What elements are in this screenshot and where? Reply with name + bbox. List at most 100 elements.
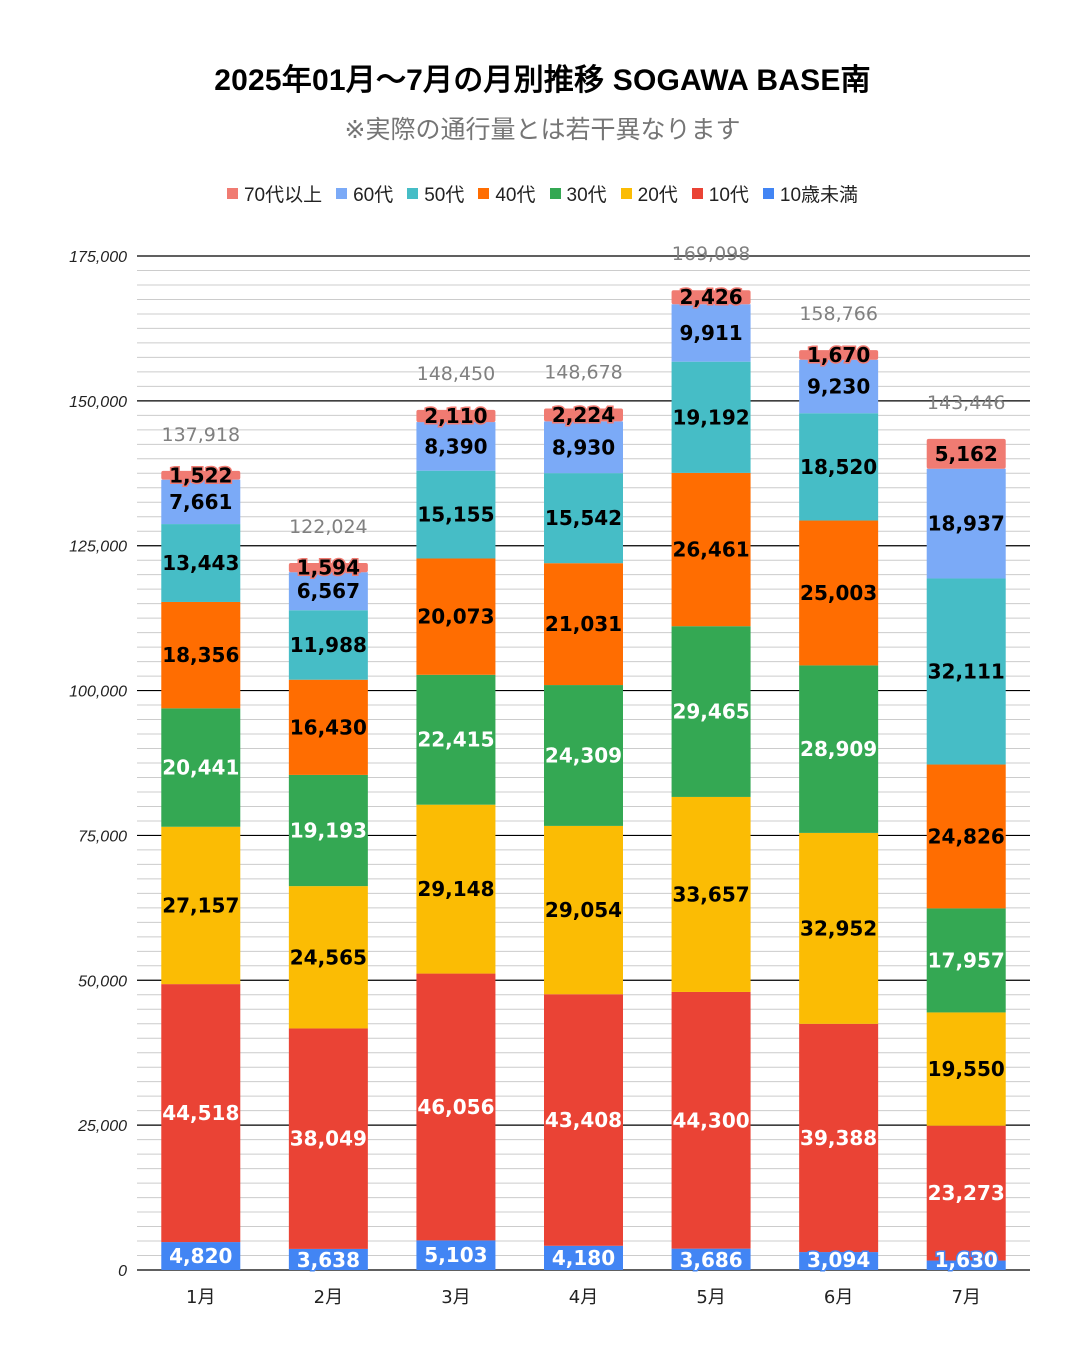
bar-segment bbox=[671, 361, 751, 473]
bar-data-label: 5,162 bbox=[935, 442, 998, 466]
bar-data-label: 21,031 bbox=[545, 612, 622, 636]
legend-label: 40代 bbox=[495, 185, 536, 206]
bar-segment bbox=[416, 973, 496, 1241]
bar-data-label: 1,594 bbox=[297, 556, 360, 580]
bar-data-label: 19,192 bbox=[672, 405, 749, 429]
bar-data-label: 24,565 bbox=[290, 945, 367, 969]
bar-data-label: 11,988 bbox=[290, 633, 367, 657]
legend-swatch bbox=[478, 188, 490, 199]
bar-segment bbox=[416, 1240, 496, 1270]
bar-data-label: 20,073 bbox=[417, 605, 494, 629]
legend-label: 30代 bbox=[566, 185, 607, 206]
legend-swatch bbox=[407, 188, 419, 199]
bar-data-label: 13,443 bbox=[162, 551, 239, 575]
bar-data-label: 29,054 bbox=[545, 898, 622, 922]
bar-segment bbox=[288, 679, 368, 775]
bar-segment bbox=[416, 558, 496, 675]
bar-segment bbox=[799, 520, 879, 666]
bar-segment bbox=[799, 1252, 879, 1270]
bar-data-label: 3,686 bbox=[679, 1248, 742, 1272]
x-tick-label: 5月 bbox=[696, 1287, 725, 1308]
bar-segment bbox=[288, 562, 368, 573]
legend-label: 10代 bbox=[708, 185, 749, 206]
bar-segment bbox=[416, 409, 496, 423]
bar-segment bbox=[416, 804, 496, 974]
bar-segment bbox=[671, 290, 751, 305]
x-tick-label: 1月 bbox=[186, 1287, 215, 1308]
x-tick-label: 4月 bbox=[569, 1287, 598, 1308]
legend-item: 60代 bbox=[336, 180, 393, 207]
legend-swatch bbox=[549, 188, 561, 199]
bar-segment bbox=[288, 1028, 368, 1249]
bar-segment bbox=[926, 1260, 1006, 1270]
bar-segment bbox=[671, 472, 751, 627]
bar-data-label: 44,300 bbox=[672, 1108, 749, 1132]
legend-item: 10代 bbox=[691, 180, 749, 207]
legend-swatch bbox=[226, 188, 238, 199]
bar-segment bbox=[544, 825, 623, 995]
bar-segment bbox=[416, 470, 496, 559]
bar-segment bbox=[161, 826, 241, 985]
bar-data-label: 23,273 bbox=[928, 1181, 1005, 1205]
bar-segment bbox=[544, 408, 623, 422]
bar-segment bbox=[799, 350, 879, 360]
chart-title: 2025年01月～7月の月別推移 SOGAWA BASE南 bbox=[214, 64, 871, 97]
bar-data-label: 33,657 bbox=[672, 882, 749, 906]
bar-total-label: 137,918 bbox=[161, 424, 240, 446]
bar-data-label: 18,356 bbox=[162, 643, 239, 667]
bar-segment bbox=[671, 304, 751, 362]
legend-label: 70代以上 bbox=[243, 185, 323, 206]
bar-segment bbox=[671, 991, 751, 1249]
bar-segment bbox=[671, 796, 751, 992]
bar-data-label: 15,542 bbox=[545, 506, 622, 530]
bar-data-label: 29,465 bbox=[672, 700, 749, 724]
bar-total-label: 169,098 bbox=[672, 243, 751, 265]
legend-item: 20代 bbox=[620, 180, 678, 207]
bar-data-label: 9,911 bbox=[679, 321, 742, 345]
bar-segment bbox=[161, 601, 241, 709]
bar-data-label: 26,461 bbox=[672, 538, 749, 562]
bar-data-label: 28,909 bbox=[800, 737, 877, 761]
chart-subtitle: ※実際の通行量とは若干異なります bbox=[344, 116, 741, 144]
legend-swatch bbox=[691, 188, 703, 199]
legend-label: 50代 bbox=[424, 185, 465, 206]
bar-segment bbox=[288, 572, 368, 611]
bar-segment bbox=[544, 685, 623, 826]
bar-segment bbox=[799, 665, 879, 833]
bar-segment bbox=[161, 524, 241, 602]
bar-data-label: 17,957 bbox=[928, 948, 1005, 972]
bar-data-label: 24,309 bbox=[545, 743, 622, 767]
y-tick-label: 25,000 bbox=[77, 1118, 127, 1135]
x-tick-label: 6月 bbox=[824, 1287, 853, 1308]
bar-segment bbox=[544, 563, 623, 686]
y-tick-label: 75,000 bbox=[78, 828, 127, 845]
bar-data-label: 2,426 bbox=[679, 285, 742, 309]
bar-data-label: 8,930 bbox=[552, 435, 615, 459]
y-tick-label: 100,000 bbox=[69, 684, 127, 701]
chart-legend: 70代以上 60代 50代 40代 30代 20代 10代 10歳未満 bbox=[0, 180, 1085, 207]
bar-data-label: 6,567 bbox=[297, 579, 360, 603]
bar-data-label: 15,155 bbox=[417, 503, 494, 527]
y-tick-label: 175,000 bbox=[69, 249, 127, 266]
bar-data-label: 24,826 bbox=[928, 824, 1005, 848]
bar-data-label: 38,049 bbox=[290, 1127, 367, 1151]
bar-segment bbox=[161, 1242, 241, 1270]
bar-segment bbox=[544, 1245, 623, 1270]
legend-swatch bbox=[762, 188, 774, 199]
bar-data-label: 4,820 bbox=[169, 1244, 232, 1268]
bar-segment bbox=[288, 774, 368, 887]
bar-data-label: 18,520 bbox=[800, 455, 877, 479]
bar-segment bbox=[161, 470, 241, 480]
bar-segment bbox=[416, 422, 496, 471]
bar-segment bbox=[671, 1248, 751, 1270]
bar-data-label: 9,230 bbox=[807, 374, 870, 398]
bar-data-label: 27,157 bbox=[162, 893, 239, 917]
bar-segment bbox=[671, 626, 751, 797]
bar-segment bbox=[288, 1248, 368, 1270]
bar-segment bbox=[416, 674, 496, 805]
bar-segment bbox=[288, 886, 368, 1029]
legend-swatch bbox=[620, 188, 632, 199]
bar-segment bbox=[161, 984, 241, 1243]
bar-data-label: 8,390 bbox=[424, 434, 487, 458]
bar-segment bbox=[544, 473, 623, 564]
